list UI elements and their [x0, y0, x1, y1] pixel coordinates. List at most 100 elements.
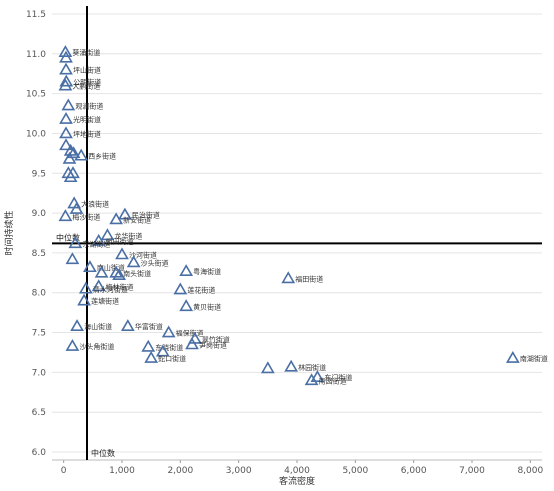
data-point	[65, 252, 80, 265]
data-point	[144, 350, 159, 363]
data-point-label: 莲花街道	[187, 286, 215, 295]
data-point	[59, 138, 73, 151]
data-point-label: 海山街道	[84, 322, 112, 331]
data-point-label: 华富街道	[135, 322, 163, 331]
y-axis-title: 时间持续性	[3, 210, 15, 255]
data-point	[69, 202, 84, 214]
data-point	[161, 325, 176, 338]
x-tick-label: 0	[61, 466, 67, 476]
data-point-label: 福田街道	[295, 274, 323, 283]
data-point	[126, 255, 141, 268]
data-point	[185, 337, 199, 350]
gridlines	[52, 13, 542, 453]
data-point-label: 南山街道	[97, 263, 125, 272]
median-label-y: 中位数	[56, 232, 80, 242]
data-point-label: 笋岗街道	[199, 341, 227, 350]
y-tick-label: 11.0	[26, 50, 46, 60]
data-point	[59, 112, 73, 124]
data-point-label: 坂田街道	[106, 237, 134, 246]
data-point	[58, 209, 73, 222]
y-tick-label: 10.5	[26, 90, 46, 100]
x-tick-label: 3,000	[226, 466, 252, 476]
y-tick-label: 10.0	[26, 129, 46, 139]
data-point	[109, 212, 124, 225]
data-points: 葵涌街道坪山街道公明街道大鹏街道观澜街道光明街道坪地街道西乡街道大浪街道民治街道…	[58, 45, 548, 385]
data-point	[59, 126, 73, 139]
data-point	[66, 146, 81, 159]
data-point	[100, 228, 115, 241]
y-axis-ticks: 6.0 6.5 7.0 7.5 8.0 8.5 9.0 9.5 10.0 10.5 11.0 11.5	[26, 10, 46, 458]
data-point-label: 清水河街道	[93, 285, 128, 294]
data-point	[58, 78, 73, 91]
x-axis-ticks: 0 1,000 2,000 3,000 4,000 5,000 6,000 7,000 8,00…	[52, 459, 543, 476]
x-tick-label: 1,000	[109, 466, 135, 476]
y-tick-label: 7.5	[32, 329, 46, 339]
data-point-label: 坪山街道	[73, 66, 101, 75]
data-point-label: 观澜街道	[75, 102, 103, 111]
data-point-label: 葵涌街道	[72, 48, 100, 57]
data-point-label: 大鹏街道	[72, 82, 100, 91]
data-point	[74, 148, 89, 161]
data-point	[59, 50, 73, 63]
median-label-x: 中位数	[91, 448, 115, 458]
data-point-label: 沙河街道	[129, 251, 157, 260]
data-point	[179, 299, 194, 312]
x-tick-label: 2,000	[167, 466, 193, 476]
x-tick-label: 4,000	[284, 466, 310, 476]
data-point-label: 光明街道	[73, 115, 101, 124]
data-point	[68, 236, 83, 249]
data-point-label: 东晓街道	[155, 343, 183, 352]
data-point	[91, 279, 106, 292]
data-point-label: 梅林街道	[106, 282, 134, 291]
data-point-label: 南头街道	[123, 269, 151, 278]
x-axis-title: 客流密度	[279, 475, 315, 487]
data-point	[77, 293, 91, 306]
data-point	[260, 361, 275, 374]
y-tick-label: 7.0	[32, 368, 47, 378]
data-point	[112, 268, 126, 281]
x-tick-label: 7,000	[459, 466, 485, 476]
data-point-label: 黄贝街道	[193, 302, 221, 311]
data-point-label: 东湖街道	[82, 239, 110, 248]
data-point-label: 福保街道	[176, 329, 204, 338]
data-point-label: 林园街道	[298, 363, 326, 372]
data-point	[91, 233, 106, 246]
y-tick-label: 6.0	[32, 448, 47, 458]
y-tick-label: 8.5	[32, 249, 46, 259]
y-tick-label: 9.0	[32, 209, 47, 219]
data-point-label: 公明街道	[73, 78, 101, 87]
data-point-label: 莲塘街道	[91, 297, 119, 306]
data-point-label: 西乡街道	[88, 152, 116, 161]
y-tick-label: 8.0	[32, 289, 47, 299]
data-point-label: 粤海街道	[193, 267, 221, 276]
data-point-label: 龙华街道	[114, 231, 142, 240]
data-point-label: 东门街道	[324, 373, 352, 382]
data-point-label: 坪地街道	[73, 129, 101, 138]
data-point	[115, 247, 129, 260]
data-point	[94, 265, 109, 278]
data-point	[284, 359, 299, 372]
data-point	[155, 344, 170, 357]
y-tick-label: 6.5	[32, 408, 46, 418]
data-point	[65, 339, 80, 351]
data-point	[63, 170, 78, 183]
x-tick-label: 5,000	[342, 466, 368, 476]
y-tick-label: 11.5	[26, 10, 46, 20]
data-point	[59, 62, 73, 75]
data-point-label: 梅沙街道	[72, 212, 100, 221]
data-point	[109, 265, 124, 278]
data-point	[58, 45, 73, 57]
data-point	[83, 260, 97, 273]
x-tick-label: 8,000	[517, 466, 543, 476]
data-point	[120, 319, 135, 331]
data-point-label: 新安街道	[123, 215, 151, 224]
data-point	[173, 282, 188, 295]
data-point-label: 南园街道	[319, 376, 347, 385]
data-point	[70, 319, 84, 331]
data-point-label: 翠竹街道	[202, 335, 230, 344]
y-tick-label: 9.5	[32, 169, 46, 179]
data-point	[281, 271, 296, 284]
data-point	[59, 74, 74, 87]
